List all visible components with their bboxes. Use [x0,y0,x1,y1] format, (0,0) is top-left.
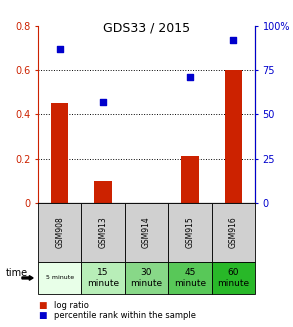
Text: ■: ■ [38,311,47,320]
Text: GSM915: GSM915 [185,216,194,248]
Bar [51,103,69,203]
Text: 15
minute: 15 minute [87,268,119,288]
Text: log ratio: log ratio [54,301,89,310]
Text: GSM908: GSM908 [55,216,64,248]
Point [231,38,236,43]
Point [57,46,62,52]
Bar [224,70,242,203]
Bar [94,181,112,203]
Text: ■: ■ [38,301,47,310]
Point [188,75,192,80]
Text: time: time [6,268,28,278]
Point [101,99,105,105]
Text: 45
minute: 45 minute [174,268,206,288]
Text: GSM916: GSM916 [229,216,238,248]
Text: 60
minute: 60 minute [217,268,249,288]
Text: 30
minute: 30 minute [130,268,163,288]
Text: percentile rank within the sample: percentile rank within the sample [54,311,196,320]
Text: GSM914: GSM914 [142,216,151,248]
Text: GSM913: GSM913 [99,216,108,248]
Bar [181,156,199,203]
Text: 5 minute: 5 minute [46,275,74,281]
Text: GDS33 / 2015: GDS33 / 2015 [103,21,190,34]
